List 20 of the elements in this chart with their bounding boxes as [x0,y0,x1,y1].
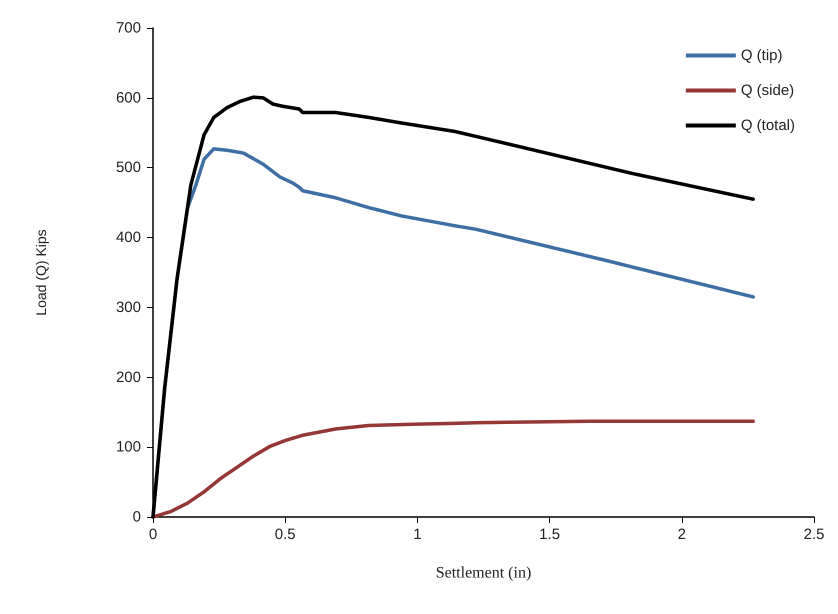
y-tick-label: 100 [116,438,141,456]
x-tick-label: 1.5 [539,526,560,543]
x-axis-title: Settlement (in) [436,564,532,582]
y-tick-label: 300 [116,298,141,316]
legend-label: Q (side) [740,82,794,99]
x-tick-label: 0.5 [274,526,296,543]
y-tick-label: 400 [116,229,141,246]
line-series [151,420,755,519]
y-tick-label: 600 [116,89,141,106]
x-tick-label: 1 [413,526,422,543]
legend-label: Q (tip) [740,47,782,64]
x-tick-label: 2.5 [804,526,824,543]
y-tick-label: 700 [116,20,141,36]
y-tick-label: 200 [116,368,141,386]
y-tick-label: 500 [116,159,141,176]
legend-label: Q (total) [740,117,796,134]
y-axis-title: Load (Q) Kips [33,229,49,316]
y-tick-label: 0 [132,508,141,526]
x-tick-label: 2 [678,526,686,543]
x-tick-label: 0 [148,526,158,543]
